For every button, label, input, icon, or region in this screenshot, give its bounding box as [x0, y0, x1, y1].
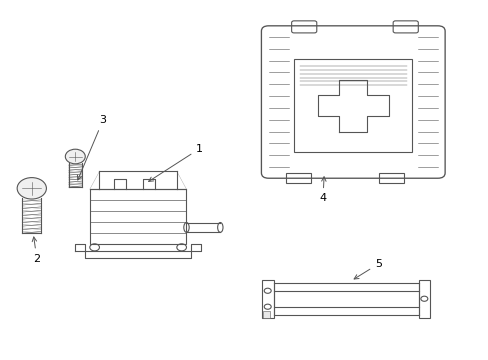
Bar [90, 189, 186, 244]
Text: 1: 1 [148, 144, 203, 181]
Text: 3: 3 [77, 115, 106, 180]
Text: 4: 4 [319, 177, 326, 203]
Bar [285, 173, 310, 183]
Bar [378, 173, 403, 183]
Text: 5: 5 [353, 259, 381, 279]
Circle shape [65, 149, 85, 164]
Bar [262, 280, 273, 318]
Bar [263, 311, 270, 318]
Circle shape [17, 177, 46, 199]
Text: 2: 2 [32, 237, 41, 264]
Bar [293, 59, 412, 152]
Bar [418, 280, 429, 318]
